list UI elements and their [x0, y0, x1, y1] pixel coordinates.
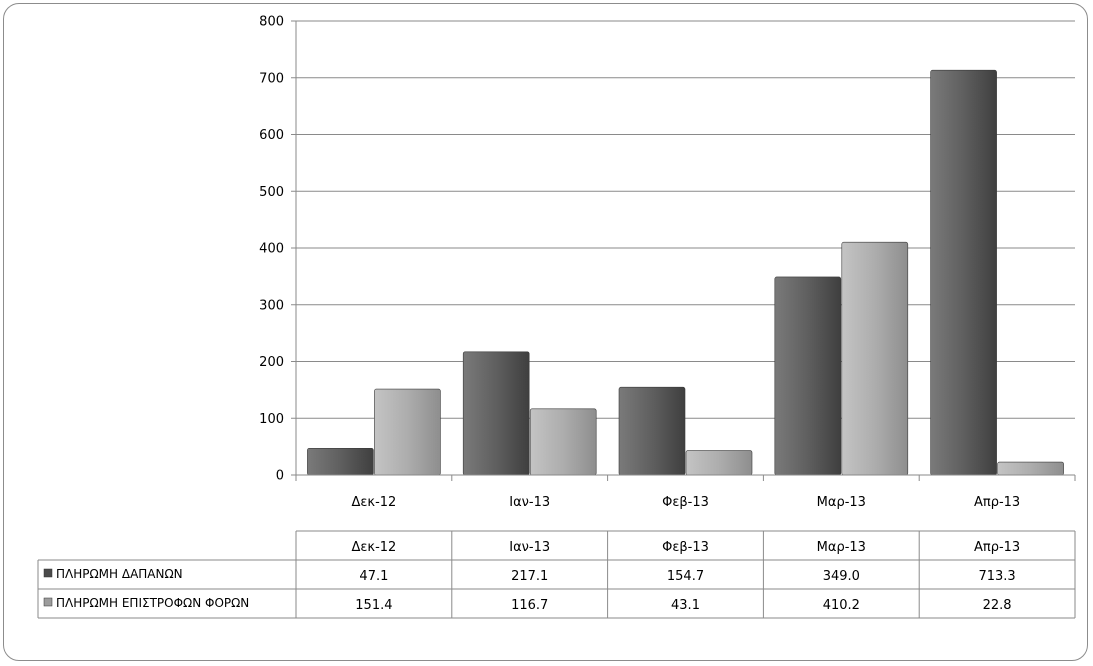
table-value-cell: 151.4 — [355, 598, 392, 613]
table-header-cell: Ιαν-13 — [509, 540, 550, 555]
bar-series-1-1 — [529, 408, 597, 476]
y-tick-label: 0 — [276, 469, 284, 484]
y-tick-label: 500 — [259, 185, 284, 200]
legend-swatch-1 — [43, 597, 53, 607]
table-value-cell: 217.1 — [511, 569, 548, 584]
table-value-cell: 410.2 — [823, 598, 860, 613]
y-tick-label: 700 — [259, 71, 284, 86]
table-value-cell: 349.0 — [823, 569, 860, 584]
x-tick-label: Δεκ-12 — [351, 495, 396, 510]
bar-series-0-3 — [774, 276, 842, 476]
bar-series-1-2 — [685, 450, 753, 476]
x-tick-label: Φεβ-13 — [662, 495, 709, 510]
table-value-cell: 116.7 — [511, 598, 548, 613]
x-axis: Δεκ-12 Ιαν-13 Φεβ-13 Μαρ-13 Απρ-13 — [295, 474, 1076, 510]
data-table: Δεκ-12 Ιαν-13 Φεβ-13 Μαρ-13 Απρ-13 ΠΛΗΡΩΜΗ ΔΑ… — [37, 530, 1076, 619]
y-tick-label: 200 — [259, 355, 284, 370]
table-header-cell: Δεκ-12 — [351, 540, 396, 555]
y-axis: 0 100 200 300 400 500 600 700 800 — [259, 15, 297, 484]
table-value-cell: 22.8 — [983, 598, 1012, 613]
bar-series-0-0 — [307, 447, 374, 476]
bar-series-1-4 — [997, 461, 1064, 476]
legend-label-1: ΠΛΗΡΩΜΗ ΕΠΙΣΤΡΟΦΩΝ ΦΟΡΩΝ — [56, 596, 249, 610]
table-header-cell: Μαρ-13 — [817, 540, 866, 555]
table-value-cell: 154.7 — [667, 569, 704, 584]
x-tick-label: Ιαν-13 — [509, 495, 550, 510]
bar-series-0-1 — [462, 351, 530, 476]
bars — [307, 69, 1064, 476]
y-tick-label: 600 — [259, 128, 284, 143]
table-header-cell: Απρ-13 — [974, 540, 1020, 555]
table-value-cell: 47.1 — [359, 569, 388, 584]
table-header-cell: Φεβ-13 — [662, 540, 709, 555]
bar-series-0-4 — [930, 69, 997, 476]
x-tick-label: Απρ-13 — [974, 495, 1020, 510]
bar-series-1-3 — [841, 241, 909, 476]
x-tick-label: Μαρ-13 — [817, 495, 866, 510]
legend-label-0: ΠΛΗΡΩΜΗ ΔΑΠΑΝΩΝ — [56, 567, 183, 581]
table-value-cell: 713.3 — [978, 569, 1015, 584]
y-tick-label: 800 — [259, 15, 284, 30]
bar-series-1-0 — [374, 388, 441, 476]
legend-swatch-0 — [43, 568, 53, 578]
y-tick-label: 300 — [259, 298, 284, 313]
y-tick-label: 400 — [259, 242, 284, 257]
bar-series-0-2 — [618, 386, 686, 476]
y-tick-label: 100 — [259, 412, 284, 427]
table-value-cell: 43.1 — [671, 598, 700, 613]
